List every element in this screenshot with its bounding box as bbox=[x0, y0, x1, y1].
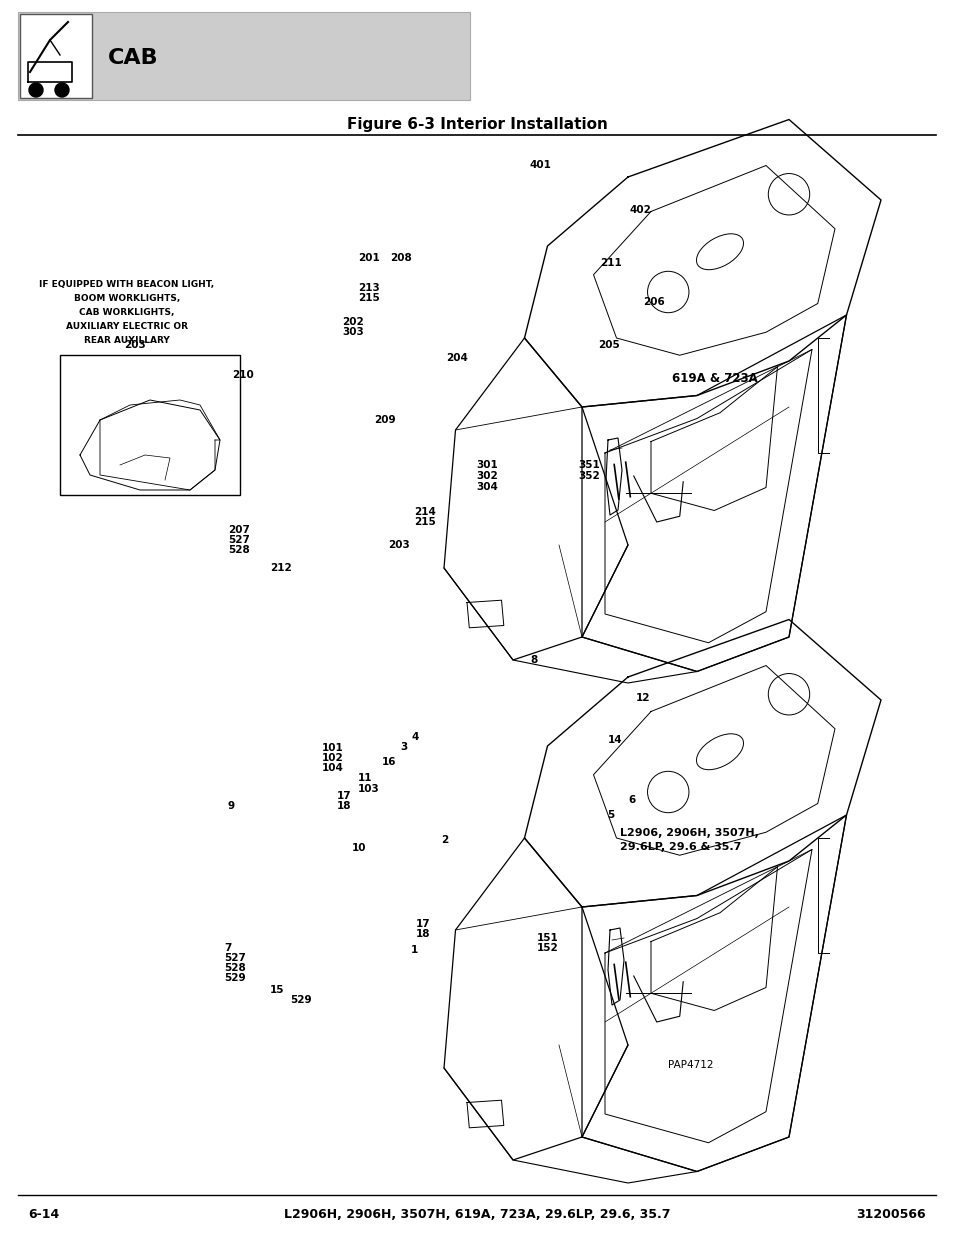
Text: 12: 12 bbox=[636, 693, 650, 703]
Text: 215: 215 bbox=[357, 293, 379, 303]
Text: 529: 529 bbox=[290, 995, 312, 1005]
Text: 10: 10 bbox=[352, 844, 366, 853]
Text: 205: 205 bbox=[598, 340, 619, 350]
Text: 16: 16 bbox=[381, 757, 396, 767]
Text: BOOM WORKLIGHTS,: BOOM WORKLIGHTS, bbox=[73, 294, 180, 303]
Text: 11: 11 bbox=[357, 773, 372, 783]
Text: 202: 202 bbox=[341, 317, 363, 327]
Text: 5: 5 bbox=[606, 810, 614, 820]
Text: 528: 528 bbox=[224, 963, 246, 973]
Text: 104: 104 bbox=[322, 763, 343, 773]
Text: 303: 303 bbox=[341, 327, 363, 337]
Text: 528: 528 bbox=[228, 545, 250, 555]
Text: 17: 17 bbox=[336, 790, 352, 802]
Text: 302: 302 bbox=[476, 471, 497, 480]
Text: 18: 18 bbox=[336, 802, 351, 811]
Text: 203: 203 bbox=[124, 340, 146, 350]
Text: 210: 210 bbox=[232, 370, 253, 380]
Text: 3: 3 bbox=[399, 742, 407, 752]
Text: 211: 211 bbox=[599, 258, 621, 268]
Text: 214: 214 bbox=[414, 508, 436, 517]
Text: 14: 14 bbox=[607, 735, 622, 745]
Text: 7: 7 bbox=[224, 944, 232, 953]
Text: 6-14: 6-14 bbox=[28, 1209, 59, 1221]
Text: 18: 18 bbox=[416, 929, 430, 939]
Text: CAB WORKLIGHTS,: CAB WORKLIGHTS, bbox=[79, 308, 174, 317]
Text: 201: 201 bbox=[357, 253, 379, 263]
Text: 8: 8 bbox=[530, 655, 537, 664]
Text: 103: 103 bbox=[357, 784, 379, 794]
Text: 213: 213 bbox=[357, 283, 379, 293]
Text: 402: 402 bbox=[629, 205, 651, 215]
Text: 352: 352 bbox=[578, 471, 599, 480]
Text: 301: 301 bbox=[476, 459, 497, 471]
Text: 151: 151 bbox=[537, 932, 558, 944]
Bar bbox=[18, 12, 470, 100]
Text: 101: 101 bbox=[322, 743, 343, 753]
Text: 304: 304 bbox=[476, 482, 497, 492]
Text: 31200566: 31200566 bbox=[856, 1209, 925, 1221]
Text: 215: 215 bbox=[414, 517, 436, 527]
Text: CAB: CAB bbox=[108, 48, 158, 68]
Text: AUXILIARY ELECTRIC OR: AUXILIARY ELECTRIC OR bbox=[66, 322, 188, 331]
Text: 203: 203 bbox=[388, 540, 410, 550]
Text: 208: 208 bbox=[390, 253, 412, 263]
Bar bbox=[60, 354, 240, 495]
Text: 206: 206 bbox=[642, 296, 664, 308]
Circle shape bbox=[29, 83, 43, 98]
Text: 529: 529 bbox=[224, 973, 245, 983]
Text: 9: 9 bbox=[228, 802, 234, 811]
Text: IF EQUIPPED WITH BEACON LIGHT,: IF EQUIPPED WITH BEACON LIGHT, bbox=[39, 280, 214, 289]
Text: 2: 2 bbox=[440, 835, 448, 845]
Text: 401: 401 bbox=[530, 161, 551, 170]
Text: L2906, 2906H, 3507H,
29.6LP, 29.6 & 35.7: L2906, 2906H, 3507H, 29.6LP, 29.6 & 35.7 bbox=[619, 827, 758, 852]
Text: 212: 212 bbox=[270, 563, 292, 573]
Text: 204: 204 bbox=[446, 353, 467, 363]
Text: 527: 527 bbox=[228, 535, 250, 545]
Text: 15: 15 bbox=[270, 986, 284, 995]
Text: 527: 527 bbox=[224, 953, 246, 963]
Text: 152: 152 bbox=[537, 944, 558, 953]
Text: REAR AUXILLARY: REAR AUXILLARY bbox=[84, 336, 170, 345]
Text: 619A & 723A: 619A & 723A bbox=[671, 372, 757, 384]
Text: 351: 351 bbox=[578, 459, 599, 471]
Bar bbox=[20, 14, 91, 98]
Text: 4: 4 bbox=[412, 732, 419, 742]
Text: PAP4712: PAP4712 bbox=[667, 1060, 713, 1070]
Text: L2906H, 2906H, 3507H, 619A, 723A, 29.6LP, 29.6, 35.7: L2906H, 2906H, 3507H, 619A, 723A, 29.6LP… bbox=[283, 1209, 670, 1221]
Text: 102: 102 bbox=[322, 753, 343, 763]
Text: 209: 209 bbox=[374, 415, 395, 425]
Text: 17: 17 bbox=[416, 919, 430, 929]
Text: Figure 6-3 Interior Installation: Figure 6-3 Interior Installation bbox=[346, 117, 607, 132]
Circle shape bbox=[55, 83, 69, 98]
Text: 1: 1 bbox=[411, 945, 417, 955]
Text: 6: 6 bbox=[627, 795, 635, 805]
Text: 207: 207 bbox=[228, 525, 250, 535]
